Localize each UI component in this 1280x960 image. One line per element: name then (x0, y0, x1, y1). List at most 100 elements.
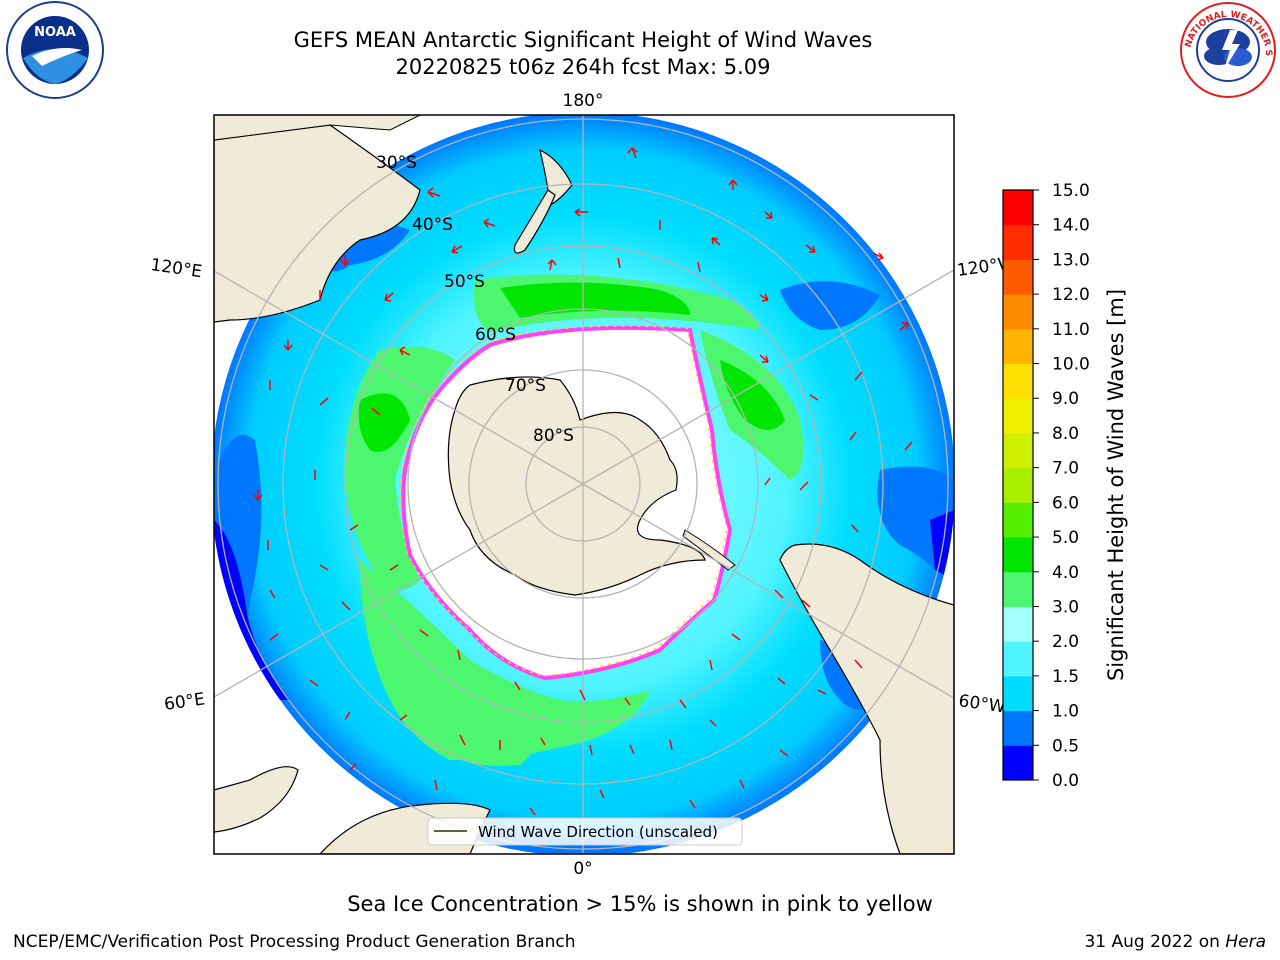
arrow (579, 689, 586, 701)
colorbar-tick-label: 15.0 (1052, 181, 1090, 201)
colorbar-segment (1003, 363, 1033, 399)
colorbar-tick-label: 0.0 (1052, 771, 1079, 791)
colorbar-segment (1003, 745, 1033, 781)
colorbar-tick-label: 8.0 (1052, 424, 1079, 444)
arrow (709, 719, 717, 727)
arrow (709, 659, 713, 671)
arrow (774, 589, 784, 599)
sea-ice-note: Sea Ice Concentration > 15% is shown in … (347, 892, 933, 916)
map-subtitle: 20220825 t06z 264h fcst Max: 5.09 (395, 55, 771, 79)
colorbar-tick-label: 3.0 (1052, 597, 1079, 617)
arrow (627, 147, 638, 159)
arrow (669, 739, 673, 751)
madagascar-landmass (214, 766, 299, 833)
high-wave-band (720, 360, 785, 430)
colorbar-segment (1003, 537, 1033, 573)
south-america-landmass (779, 543, 954, 854)
arrow (459, 734, 466, 746)
colorbar-segment (1003, 259, 1033, 295)
legend-label: Wind Wave Direction (unscaled) (478, 823, 718, 841)
arrow (817, 689, 827, 695)
arrow (624, 697, 631, 706)
colorbar-tick-label: 13.0 (1052, 250, 1090, 270)
map-frame (213, 114, 955, 855)
arrow (728, 179, 738, 190)
arrow (341, 601, 351, 611)
parallel-label-50s: 50°S (444, 272, 485, 292)
sea-ice-edge-yellow (399, 325, 728, 677)
arrow (340, 255, 350, 266)
colorbar: 0.0 0.5 1.0 1.5 2.0 3.0 4.0 5.0 6.0 7.0 8.0 9.0 10.0… (1002, 181, 1090, 791)
colorbar-tick-label: 10.0 (1052, 355, 1090, 375)
high-wave-band (358, 393, 410, 452)
colorbar-tick-label: 6.0 (1052, 493, 1079, 513)
arrow (899, 322, 909, 331)
map-title: GEFS MEAN Antarctic Significant Height o… (293, 28, 873, 52)
arrow (451, 245, 463, 254)
arrow (457, 649, 461, 661)
parallel-label-70s: 70°S (505, 376, 546, 396)
high-wave-band (500, 282, 690, 318)
colorbar-segment (1003, 294, 1033, 330)
arrow (599, 789, 605, 799)
parallel-label-60s: 60°S (475, 325, 516, 345)
arrow (269, 589, 276, 599)
arrow (309, 679, 319, 687)
low-wave-region (780, 281, 880, 330)
arrow (574, 208, 588, 217)
graticule-meridians (214, 115, 954, 854)
parallel-label-40s: 40°S (412, 215, 453, 235)
colorbar-tick-label: 11.0 (1052, 320, 1090, 340)
arrow (854, 371, 863, 381)
colorbar-segment (1003, 190, 1033, 226)
colorbar-tick-label: 14.0 (1052, 216, 1090, 236)
meridian-label-180: 180° (563, 91, 604, 111)
arrow (319, 397, 329, 406)
arrow (809, 394, 819, 401)
colorbar-segment (1003, 398, 1033, 434)
new-zealand-north-island (539, 148, 573, 206)
footer-host: Hera (1225, 932, 1266, 952)
arrow (764, 477, 771, 486)
arrow (283, 340, 293, 351)
arrow (617, 257, 621, 269)
arrow (399, 346, 411, 356)
antarctic-peninsula (682, 529, 736, 571)
arrow (697, 261, 701, 273)
meridian-label-0: 0° (573, 859, 592, 879)
arrow (849, 431, 857, 441)
arrow (371, 407, 381, 416)
arrow (427, 187, 441, 198)
arrow (731, 633, 741, 641)
arrow (434, 779, 438, 791)
arrow (764, 211, 773, 219)
colorbar-tick-label: 2.0 (1052, 632, 1079, 652)
colorbar-segment (1003, 328, 1033, 365)
arrow (854, 659, 863, 669)
meridian-label-60w: 60°W (957, 691, 1006, 717)
arrow (399, 714, 408, 721)
parallel-label-80s: 80°S (533, 426, 574, 446)
arrow (384, 292, 394, 302)
arrow (269, 633, 279, 641)
colorbar-segment (1003, 432, 1033, 469)
arrow (514, 681, 521, 691)
arrow (344, 711, 351, 721)
arrow (851, 524, 859, 533)
arrow (389, 564, 399, 571)
arrow (759, 293, 769, 302)
arrow (483, 218, 496, 228)
arrow (739, 779, 745, 789)
arrow (629, 744, 635, 755)
australia-landmass-north (214, 115, 421, 141)
meridian-label-60e: 60°E (163, 689, 206, 714)
arrow (419, 629, 429, 637)
arrow (529, 807, 536, 816)
antarctica-landmass (447, 376, 706, 596)
arrow (689, 799, 696, 809)
noaa-logo-icon: NOAA (6, 1, 104, 99)
arrow (253, 490, 263, 501)
arrow (872, 252, 884, 261)
wind-wave-arrows (253, 147, 913, 816)
